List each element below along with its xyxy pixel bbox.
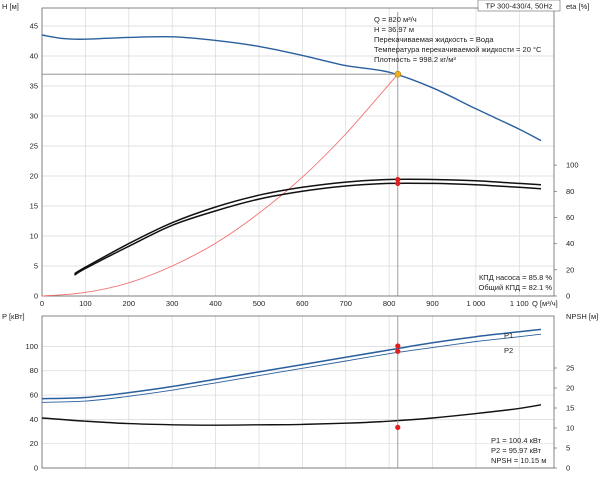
top-left-tick-label: 45 xyxy=(30,22,38,31)
series-line-P1 xyxy=(41,328,542,400)
top-left-tick-label: 40 xyxy=(30,52,38,61)
bottom-right-tick-label: 20 xyxy=(566,384,574,393)
bottom-left-tick-label: 60 xyxy=(30,391,38,400)
series-line-NPSH xyxy=(41,404,542,426)
bottom-left-axis-label: P [кВт] xyxy=(2,312,25,321)
power-npsh-marker xyxy=(395,343,401,349)
info-line-q: Q = 820 м³/ч xyxy=(374,15,417,24)
info-line-h: H = 36.97 м xyxy=(374,25,414,34)
x-tick-label: 400 xyxy=(209,299,222,308)
top-right-tick-label: 100 xyxy=(566,161,579,170)
bottom-right-axis-label: NPSH [м] xyxy=(566,312,598,321)
x-tick-label: 500 xyxy=(253,299,266,308)
top-left-tick-label: 10 xyxy=(30,232,38,241)
series-line-system xyxy=(41,73,399,297)
eff-pump-text: КПД насоса = 85.8 % xyxy=(479,273,552,282)
bottom-right-tick-label: 15 xyxy=(566,404,574,413)
npsh-value-text: NPSH = 10.15 м xyxy=(491,456,546,465)
bottom-plot-frame xyxy=(41,315,555,469)
top-left-tick-label: 5 xyxy=(34,262,38,271)
x-axis-label: Q [м³/ч] xyxy=(532,299,558,308)
series-line-eta-total xyxy=(74,182,542,276)
info-line-temperature: Температура перекачиваемой жидкости = 20… xyxy=(374,45,542,54)
x-tick-label: 600 xyxy=(296,299,309,308)
top-left-tick-label: 20 xyxy=(30,172,38,181)
pump-label-box xyxy=(477,0,561,12)
p1-value-text: P1 = 100.4 кВт xyxy=(491,436,542,445)
top-left-tick-label: 25 xyxy=(30,142,38,151)
bottom-left-tick-label: 0 xyxy=(34,464,38,473)
p2-value-text: P2 = 95.97 кВт xyxy=(491,446,542,455)
bottom-left-tick-label: 100 xyxy=(25,342,38,351)
info-line-density: Плотность = 998.2 кг/м³ xyxy=(374,55,456,64)
bottom-left-tick-label: 20 xyxy=(30,439,38,448)
top-right-axis-label: eta [%] xyxy=(566,2,589,11)
bottom-left-tick-label: 40 xyxy=(30,415,38,424)
bottom-right-tick-label: 5 xyxy=(566,444,570,453)
top-right-tick-label: 0 xyxy=(566,292,570,301)
top-left-tick-label: 0 xyxy=(34,292,38,301)
x-tick-label: 100 xyxy=(79,299,92,308)
top-left-tick-label: 15 xyxy=(30,202,38,211)
duty-point-marker xyxy=(394,70,402,78)
power-npsh-marker xyxy=(395,348,401,354)
power-npsh-marker xyxy=(395,424,401,430)
top-left-tick-label: 30 xyxy=(30,112,38,121)
top-right-tick-label: 80 xyxy=(566,187,574,196)
top-right-tick-label: 20 xyxy=(566,265,574,274)
series-label-p2: P2 xyxy=(504,346,513,355)
top-right-tick-label: 60 xyxy=(566,213,574,222)
series-label-p1: P1 xyxy=(504,331,513,340)
pump-label: TP 300-430/4, 50Hz xyxy=(486,2,553,11)
series-line-P2 xyxy=(41,333,542,403)
bottom-right-tick-label: 0 xyxy=(566,464,570,473)
efficiency-marker xyxy=(395,180,401,187)
top-left-axis-label: H [м] xyxy=(2,2,19,11)
efficiency-marker xyxy=(395,176,401,183)
x-tick-label: 1 000 xyxy=(467,299,486,308)
x-tick-label: 300 xyxy=(166,299,179,308)
top-left-tick-label: 35 xyxy=(30,82,38,91)
top-right-tick-label: 40 xyxy=(566,239,574,248)
x-tick-label: 1 100 xyxy=(510,299,529,308)
x-tick-label: 700 xyxy=(339,299,352,308)
bottom-right-tick-label: 25 xyxy=(566,364,574,373)
bottom-left-tick-label: 80 xyxy=(30,366,38,375)
x-tick-label: 200 xyxy=(123,299,136,308)
x-tick-label: 900 xyxy=(426,299,439,308)
series-line-head xyxy=(41,34,542,142)
eff-total-text: Общий КПД = 82.1 % xyxy=(479,283,553,292)
x-tick-label: 0 xyxy=(40,299,44,308)
info-line-liquid: Перекачиваемая жидкость = Вода xyxy=(374,35,494,44)
top-plot-frame xyxy=(41,7,555,297)
x-tick-label: 800 xyxy=(383,299,396,308)
bottom-right-tick-label: 10 xyxy=(566,424,574,433)
series-line-eta-pump xyxy=(74,178,542,275)
